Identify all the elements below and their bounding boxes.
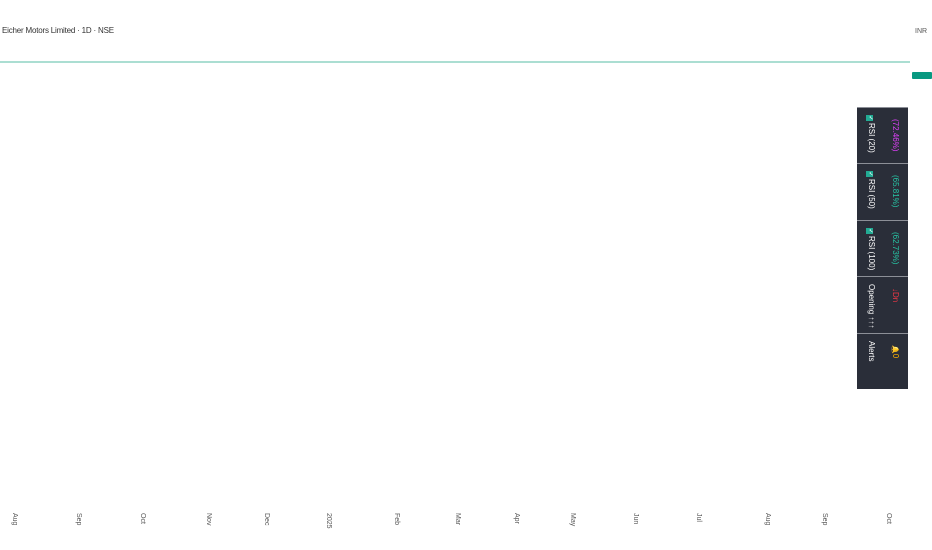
time-tick-label: Jul: [695, 513, 702, 522]
time-tick-label: May: [569, 513, 576, 527]
indicator-value-text: ↓Dn: [891, 288, 900, 303]
indicator-value-text: (65.81%): [891, 175, 900, 208]
indicator-value: (62.73%): [891, 232, 900, 264]
time-tick-label: 2025: [325, 513, 332, 529]
time-tick-label: Nov: [205, 513, 212, 526]
indicator-label: ✓RSI (50): [866, 171, 876, 209]
check-icon: ✓: [866, 115, 873, 121]
time-tick-label: Oct: [139, 513, 146, 524]
time-tick-label: Sep: [821, 513, 828, 526]
time-tick-label: Oct: [885, 513, 892, 524]
indicator-panel: [857, 107, 908, 389]
indicator-label-text: RSI (20): [867, 123, 876, 153]
indicator-label-text: RSI (50): [867, 179, 876, 210]
indicator-row: [857, 163, 908, 220]
check-icon: ✓: [866, 171, 873, 178]
time-tick-label: Aug: [764, 513, 771, 526]
indicator-value-text: (62.73%): [891, 231, 900, 265]
indicator-label-text: RSI (100): [867, 235, 876, 271]
indicator-label-text: Opening ↑↑↑: [867, 284, 876, 329]
indicator-label: ✓ RSI (20): [866, 115, 876, 153]
indicator-label-text: Alerts: [867, 340, 876, 362]
indicator-row: [857, 219, 908, 277]
time-tick-label: Jun: [632, 513, 639, 525]
time-tick-label: Apr: [513, 513, 520, 524]
indicator-value: 🔔0: [891, 345, 900, 358]
chart-title: Eicher Motors Limited · 1D · NSE: [2, 26, 114, 35]
indicator-value-text: (72.46%): [891, 119, 900, 152]
indicator-value: (65.81%): [891, 175, 900, 207]
time-tick-label: Aug: [11, 513, 18, 526]
time-tick-label: Sep: [75, 513, 82, 526]
indicator-row: [857, 107, 908, 164]
time-tick-label: Feb: [393, 513, 400, 526]
indicator-label: Alerts: [867, 341, 876, 361]
indicator-row: [857, 332, 908, 390]
current-price-tag: [912, 72, 932, 79]
indicator-value-text: 0: [891, 353, 900, 358]
time-tick-label: Dec: [263, 513, 270, 526]
indicator-label: ✓RSI (100): [866, 227, 876, 271]
bell-icon: 🔔: [891, 344, 898, 354]
indicator-value: ↓Dn: [891, 288, 900, 302]
currency-label: INR: [915, 28, 928, 35]
indicator-row: [857, 276, 908, 333]
indicator-label: Opening ↑↑↑: [867, 284, 876, 328]
time-tick-label: Mar: [454, 513, 461, 526]
indicator-value: (72.46%): [891, 119, 900, 151]
check-icon: ✓: [866, 227, 873, 234]
